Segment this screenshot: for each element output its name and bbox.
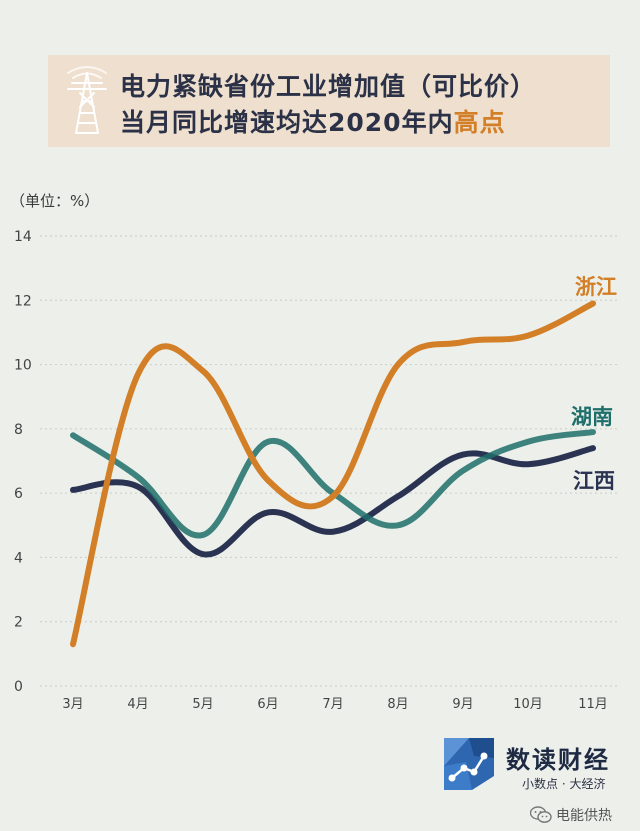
shuducaijing-logo-icon bbox=[444, 738, 494, 790]
x-tick-label: 7月 bbox=[322, 697, 343, 712]
y-tick-label: 10 bbox=[14, 358, 32, 374]
y-tick-label: 14 bbox=[14, 229, 32, 245]
x-tick-label: 6月 bbox=[257, 697, 278, 712]
title-highlight: 高点 bbox=[453, 108, 506, 137]
wechat-account-name: 电能供热 bbox=[556, 808, 612, 824]
brand-name: 数读财经 bbox=[506, 746, 610, 774]
wechat-icon bbox=[530, 806, 552, 823]
title-banner: 电力紧缺省份工业增加值（可比价） 当月同比增速均达2020年内高点 bbox=[48, 55, 610, 147]
power-tower-icon bbox=[67, 66, 107, 134]
y-tick-label: 8 bbox=[14, 422, 23, 438]
series-line-0 bbox=[70, 300, 596, 648]
x-tick-label: 10月 bbox=[513, 697, 543, 712]
x-tick-label: 8月 bbox=[387, 697, 408, 712]
unit-label: （单位：%） bbox=[10, 192, 100, 210]
wechat-watermark: 电能供热 bbox=[530, 805, 612, 825]
y-tick-label: 4 bbox=[14, 550, 23, 566]
series-line-2 bbox=[70, 445, 596, 558]
y-tick-label: 0 bbox=[14, 679, 23, 695]
title-line-2-prefix: 当月同比增速均达2020年内 bbox=[120, 108, 454, 137]
x-tick-label: 5月 bbox=[192, 697, 213, 712]
brand-slogan: 小数点 · 大经济 bbox=[522, 777, 606, 791]
series-label: 浙江 bbox=[575, 275, 617, 299]
series-label: 江西 bbox=[573, 469, 615, 493]
y-tick-label: 6 bbox=[14, 486, 23, 502]
title-line-2: 当月同比增速均达2020年内高点 bbox=[120, 103, 506, 139]
series-label: 湖南 bbox=[571, 405, 613, 429]
x-tick-label: 4月 bbox=[127, 697, 148, 712]
series-line-1 bbox=[70, 429, 596, 539]
x-tick-label: 9月 bbox=[452, 697, 473, 712]
x-tick-label: 11月 bbox=[578, 697, 608, 712]
y-tick-label: 2 bbox=[14, 615, 23, 631]
x-tick-label: 3月 bbox=[62, 697, 83, 712]
y-tick-label: 12 bbox=[14, 293, 32, 309]
title-line-1: 电力紧缺省份工业增加值（可比价） bbox=[120, 72, 537, 101]
